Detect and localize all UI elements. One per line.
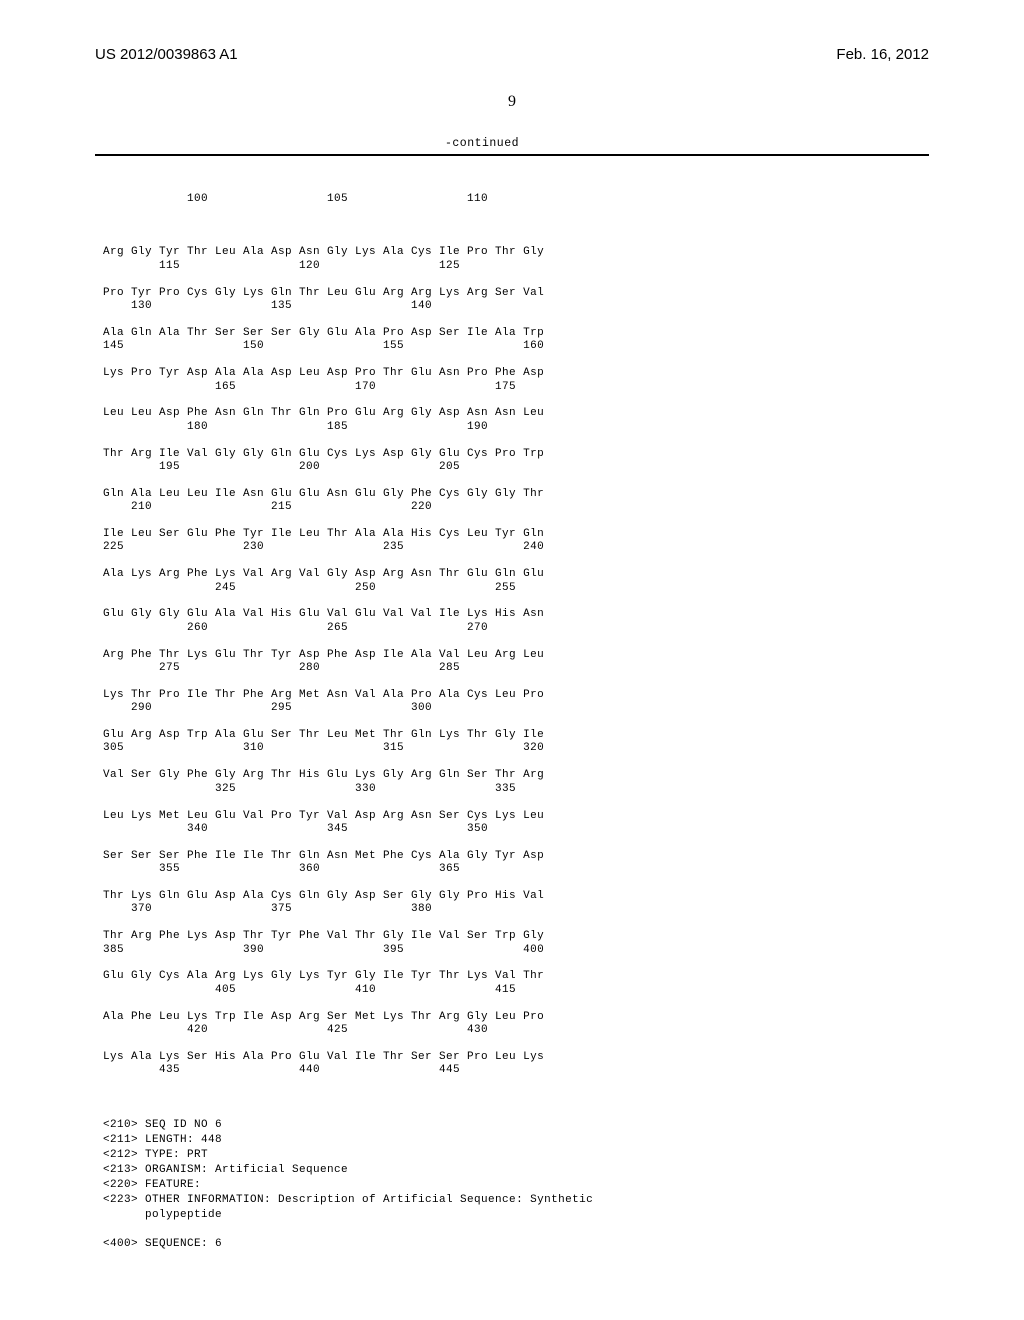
blank-line (103, 997, 929, 1010)
blank-line (103, 595, 929, 608)
amino-acid-line: Ser Ser Ser Phe Ile Ile Thr Gln Asn Met … (103, 850, 929, 863)
blank-line (103, 756, 929, 769)
blank-line (103, 796, 929, 809)
blank-line (103, 273, 929, 286)
blank-line (103, 1037, 929, 1050)
position-number-line: 260 265 270 (103, 622, 929, 635)
publication-number: US 2012/0039863 A1 (95, 46, 238, 63)
blank-line (103, 474, 929, 487)
position-number-line: 355 360 365 (103, 863, 929, 876)
position-number-line: 370 375 380 (103, 903, 929, 916)
blank-line (103, 716, 929, 729)
amino-acid-line: Pro Tyr Pro Cys Gly Lys Gln Thr Leu Glu … (103, 287, 929, 300)
blank-line (103, 877, 929, 890)
position-number-line: 340 345 350 (103, 823, 929, 836)
blank-line (103, 635, 929, 648)
blank-line (103, 515, 929, 528)
position-number-line: 115 120 125 (103, 260, 929, 273)
separator-line (95, 154, 929, 156)
position-number-line: 180 185 190 (103, 421, 929, 434)
publication-date: Feb. 16, 2012 (836, 46, 929, 63)
sequence-footer: <210> SEQ ID NO 6 <211> LENGTH: 448 <212… (103, 1118, 929, 1252)
amino-acid-line: Thr Arg Phe Lys Asp Thr Tyr Phe Val Thr … (103, 930, 929, 943)
amino-acid-line: Val Ser Gly Phe Gly Arg Thr His Glu Lys … (103, 769, 929, 782)
position-number-line: 145 150 155 160 (103, 340, 929, 353)
amino-acid-line: Leu Lys Met Leu Glu Val Pro Tyr Val Asp … (103, 810, 929, 823)
page-container: US 2012/0039863 A1 Feb. 16, 2012 9 -cont… (0, 0, 1024, 1320)
amino-acid-line: Gln Ala Leu Leu Ile Asn Glu Glu Asn Glu … (103, 488, 929, 501)
blank-line (103, 836, 929, 849)
position-number-line: 195 200 205 (103, 461, 929, 474)
position-number-line: 420 425 430 (103, 1024, 929, 1037)
position-number-line: 405 410 415 (103, 984, 929, 997)
blank-line (103, 917, 929, 930)
position-number-line: 325 330 335 (103, 783, 929, 796)
blank-line (103, 233, 929, 246)
position-number-line: 305 310 315 320 (103, 742, 929, 755)
amino-acid-line: Glu Arg Asp Trp Ala Glu Ser Thr Leu Met … (103, 729, 929, 742)
position-number-line: 435 440 445 (103, 1064, 929, 1077)
counter-line: 100 105 110 (103, 193, 929, 206)
blank-line (103, 957, 929, 970)
page-header: US 2012/0039863 A1 Feb. 16, 2012 (95, 46, 929, 63)
blank-line (103, 555, 929, 568)
position-number-line: 225 230 235 240 (103, 541, 929, 554)
position-number-line: 275 280 285 (103, 662, 929, 675)
position-number-line: 290 295 300 (103, 702, 929, 715)
amino-acid-line: Arg Phe Thr Lys Glu Thr Tyr Asp Phe Asp … (103, 649, 929, 662)
page-number: 9 (95, 93, 929, 111)
position-number-line: 210 215 220 (103, 501, 929, 514)
amino-acid-line: Ala Lys Arg Phe Lys Val Arg Val Gly Asp … (103, 568, 929, 581)
amino-acid-line: Lys Ala Lys Ser His Ala Pro Glu Val Ile … (103, 1051, 929, 1064)
amino-acid-line: Ala Gln Ala Thr Ser Ser Ser Gly Glu Ala … (103, 327, 929, 340)
position-number-line: 165 170 175 (103, 381, 929, 394)
amino-acid-line: Thr Lys Gln Glu Asp Ala Cys Gln Gly Asp … (103, 890, 929, 903)
amino-acid-line: Glu Gly Cys Ala Arg Lys Gly Lys Tyr Gly … (103, 970, 929, 983)
continued-label: -continued (95, 137, 929, 150)
amino-acid-line: Lys Thr Pro Ile Thr Phe Arg Met Asn Val … (103, 689, 929, 702)
amino-acid-line: Ile Leu Ser Glu Phe Tyr Ile Leu Thr Ala … (103, 528, 929, 541)
blank-line (103, 434, 929, 447)
position-number-line: 130 135 140 (103, 300, 929, 313)
sequence-rows-container: Arg Gly Tyr Thr Leu Ala Asp Asn Gly Lys … (103, 233, 929, 1078)
amino-acid-line: Glu Gly Gly Glu Ala Val His Glu Val Glu … (103, 608, 929, 621)
position-number-line: 245 250 255 (103, 582, 929, 595)
amino-acid-line: Leu Leu Asp Phe Asn Gln Thr Gln Pro Glu … (103, 407, 929, 420)
amino-acid-line: Lys Pro Tyr Asp Ala Ala Asp Leu Asp Pro … (103, 367, 929, 380)
amino-acid-line: Arg Gly Tyr Thr Leu Ala Asp Asn Gly Lys … (103, 246, 929, 259)
blank-line (103, 675, 929, 688)
blank-line (103, 354, 929, 367)
amino-acid-line: Thr Arg Ile Val Gly Gly Gln Glu Cys Lys … (103, 448, 929, 461)
blank-line (103, 313, 929, 326)
amino-acid-line: Ala Phe Leu Lys Trp Ile Asp Arg Ser Met … (103, 1011, 929, 1024)
blank-line (103, 394, 929, 407)
position-number-line: 385 390 395 400 (103, 944, 929, 957)
sequence-listing: 100 105 110 Arg Gly Tyr Thr Leu Ala Asp … (103, 166, 929, 1104)
